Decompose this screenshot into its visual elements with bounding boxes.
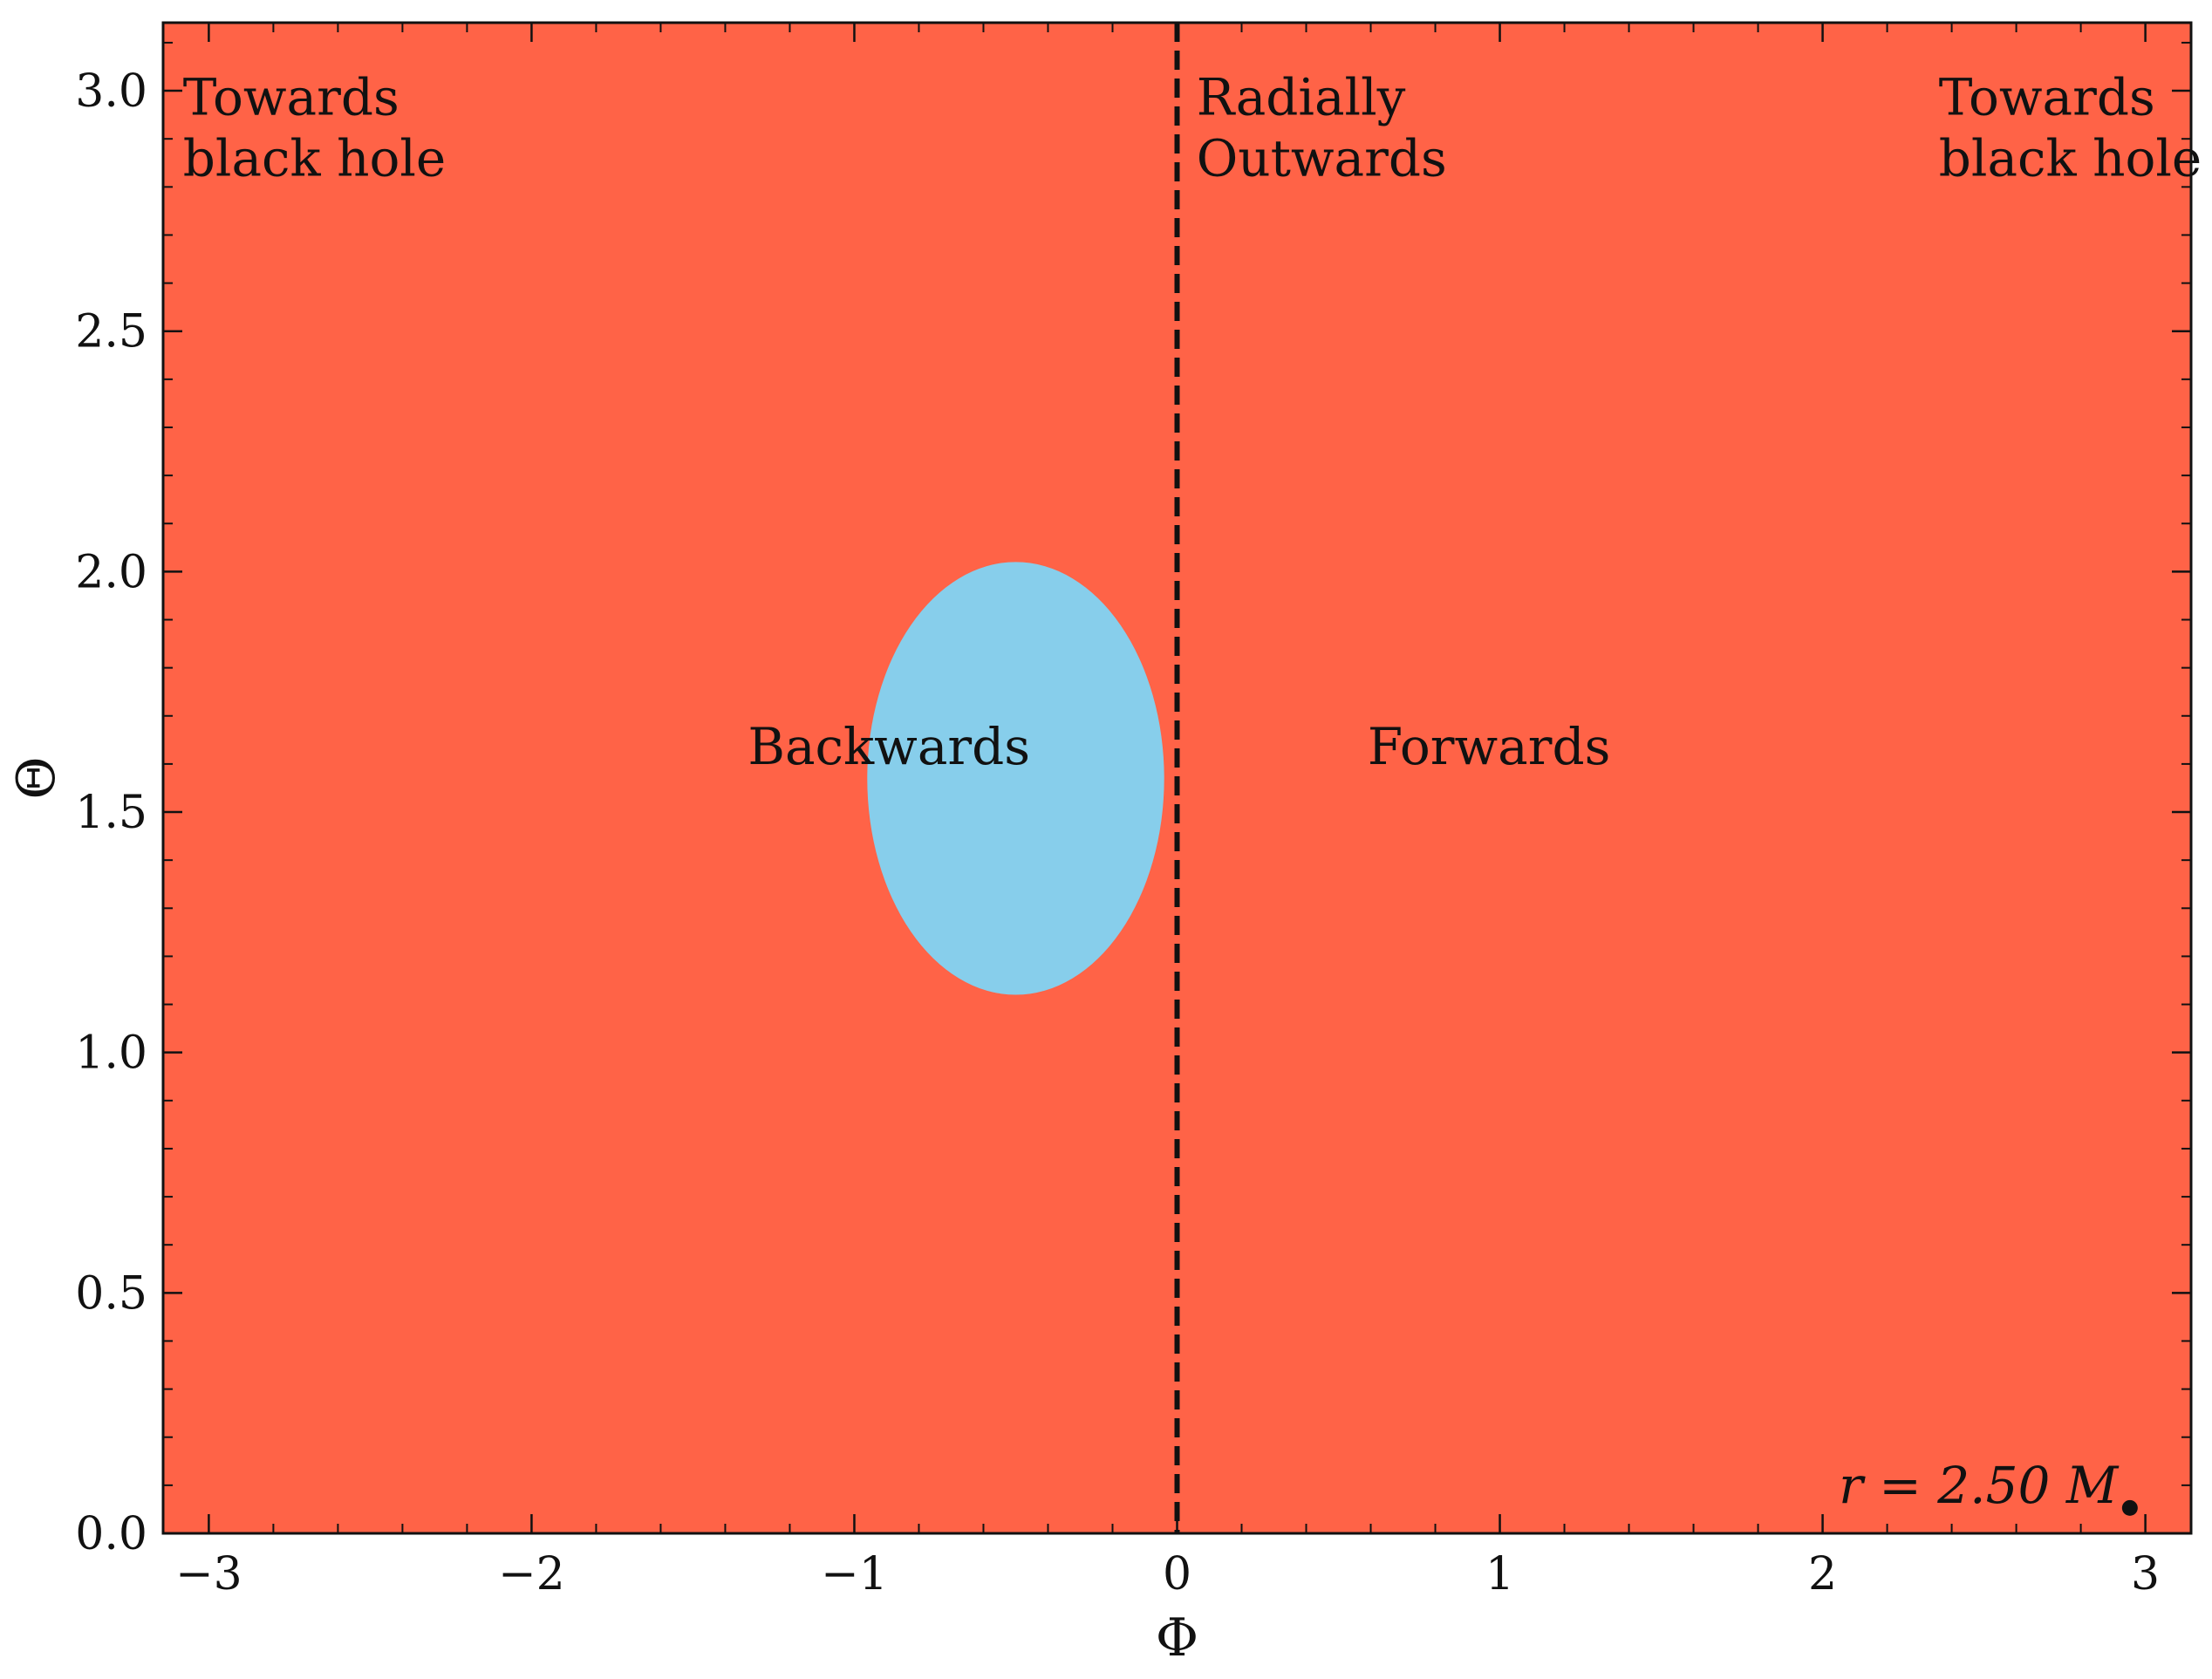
radius-value-text: r = 2.50 M	[1839, 1456, 2120, 1515]
region-annotation-line: Backwards	[748, 717, 1030, 776]
x-tick-label: −2	[498, 1548, 565, 1601]
radius-label: r = 2.50 M	[1839, 1456, 2138, 1516]
y-tick-label: 1.5	[75, 787, 147, 839]
region-annotation-line: black hole	[1939, 129, 2202, 188]
region-annotation-line: Towards	[183, 68, 399, 127]
region-annotation-line: Forwards	[1368, 717, 1611, 776]
y-axis-label: Θ	[6, 756, 67, 799]
x-tick-label: 0	[1163, 1548, 1191, 1601]
region-annotation-line: Towards	[1939, 68, 2155, 127]
region-annotation-line: Outwards	[1197, 129, 1447, 188]
axis-tick-labels: −3 −2 −1 0 1 2 3 0.0 0.5 1.0 1.5 2.0 2.5 3.0	[75, 65, 2160, 1601]
black-hole-symbol	[2121, 1499, 2138, 1516]
x-axis-label: Φ	[1156, 1607, 1198, 1669]
region-annotation-line: black hole	[183, 129, 446, 188]
y-tick-label: 0.5	[75, 1267, 147, 1320]
y-tick-label: 0.0	[75, 1508, 147, 1560]
x-tick-label: 2	[1808, 1548, 1837, 1601]
x-tick-label: −1	[821, 1548, 888, 1601]
y-tick-label: 2.5	[75, 306, 147, 358]
x-tick-label: 3	[2131, 1548, 2160, 1601]
axis-ticks	[163, 23, 2191, 1535]
backward-region	[867, 562, 1164, 995]
y-tick-label: 3.0	[75, 65, 147, 118]
plot-area	[161, 21, 2193, 1535]
x-tick-label: −3	[175, 1548, 242, 1601]
x-tick-label: 1	[1485, 1548, 1514, 1601]
y-tick-label: 2.0	[75, 546, 147, 598]
region-annotation-line: Radially	[1197, 68, 1406, 127]
y-tick-label: 1.0	[75, 1027, 147, 1080]
